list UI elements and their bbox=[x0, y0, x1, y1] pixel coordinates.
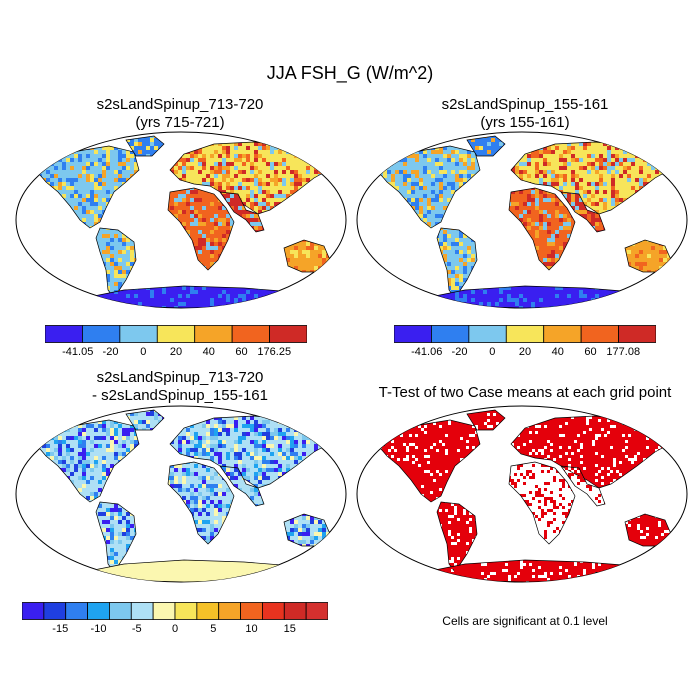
colorbar-swatch bbox=[506, 326, 543, 343]
colorbar-swatch bbox=[262, 603, 284, 620]
panel1-title: s2sLandSpinup_713-720 (yrs 715-721) bbox=[5, 96, 355, 132]
colorbar-tick-label: 15 bbox=[284, 623, 296, 635]
colorbar-tick-label: -41.05 bbox=[62, 346, 93, 358]
colorbar-tick-label: 40 bbox=[203, 346, 215, 358]
colorbar-tick-label: -20 bbox=[452, 346, 468, 358]
panel2-title: s2sLandSpinup_155-161 (yrs 155-161) bbox=[350, 96, 700, 132]
colorbar-swatch bbox=[120, 326, 157, 343]
colorbar-tick-label: -10 bbox=[91, 623, 107, 635]
panel3-title-line1: s2sLandSpinup_713-720 bbox=[5, 369, 355, 387]
colorbar-swatch bbox=[45, 326, 82, 343]
colorbar-swatch bbox=[241, 603, 263, 620]
map-ttest bbox=[355, 404, 689, 584]
colorbar-tick-label: 177.08 bbox=[606, 346, 640, 358]
colorbar-tick-label: 0 bbox=[489, 346, 495, 358]
colorbar-tick-label: 20 bbox=[170, 346, 182, 358]
colorbar-swatch bbox=[469, 326, 506, 343]
colorbar-tick-label: -15 bbox=[52, 623, 68, 635]
colorbar-tick-label: 176.25 bbox=[257, 346, 291, 358]
colorbar-swatch bbox=[394, 326, 431, 343]
colorbar-swatch bbox=[306, 603, 328, 620]
colorbar-swatch bbox=[270, 326, 307, 343]
colorbar-case1 bbox=[45, 325, 307, 343]
colorbar-swatch bbox=[232, 326, 269, 343]
panel2-title-line1: s2sLandSpinup_155-161 bbox=[350, 96, 700, 114]
colorbar-tick-label: 5 bbox=[210, 623, 216, 635]
colorbar-tick-label: 20 bbox=[519, 346, 531, 358]
colorbar-tick-label: 60 bbox=[584, 346, 596, 358]
panel4-title-line1: T-Test of two Case means at each grid po… bbox=[350, 384, 700, 402]
colorbar-swatch bbox=[197, 603, 219, 620]
colorbar-swatch bbox=[22, 603, 44, 620]
colorbar-swatch bbox=[284, 603, 306, 620]
colorbar-swatch bbox=[153, 603, 175, 620]
colorbar-swatch bbox=[431, 326, 468, 343]
panel4-title: T-Test of two Case means at each grid po… bbox=[350, 384, 700, 402]
map-difference bbox=[14, 404, 348, 584]
colorbar-swatch bbox=[544, 326, 581, 343]
panel1-title-line1: s2sLandSpinup_713-720 bbox=[5, 96, 355, 114]
colorbar-swatch bbox=[131, 603, 153, 620]
colorbar-tick-label: 10 bbox=[245, 623, 257, 635]
colorbar-swatch bbox=[66, 603, 88, 620]
colorbar-case2 bbox=[394, 325, 656, 343]
colorbar-swatch bbox=[581, 326, 618, 343]
figure-title: JJA FSH_G (W/m^2) bbox=[0, 63, 700, 84]
colorbar-swatch bbox=[109, 603, 131, 620]
colorbar-tick-label: -20 bbox=[103, 346, 119, 358]
map-case1 bbox=[14, 130, 348, 310]
colorbar-swatch bbox=[195, 326, 232, 343]
map-case2 bbox=[355, 130, 689, 310]
ttest-footnote: Cells are significant at 0.1 level bbox=[350, 614, 700, 628]
colorbar-tick-label: 40 bbox=[552, 346, 564, 358]
colorbar-tick-label: -41.06 bbox=[411, 346, 442, 358]
colorbar-tick-label: -5 bbox=[132, 623, 142, 635]
colorbar-swatch bbox=[619, 326, 656, 343]
panel3-title: s2sLandSpinup_713-720 - s2sLandSpinup_15… bbox=[5, 369, 355, 405]
colorbar-swatch bbox=[88, 603, 110, 620]
colorbar-tick-label: 0 bbox=[172, 623, 178, 635]
colorbar-difference bbox=[22, 602, 328, 620]
colorbar-swatch bbox=[175, 603, 197, 620]
colorbar-tick-label: 0 bbox=[140, 346, 146, 358]
colorbar-swatch bbox=[219, 603, 241, 620]
colorbar-swatch bbox=[44, 603, 66, 620]
panel3-title-line2: - s2sLandSpinup_155-161 bbox=[5, 387, 355, 405]
colorbar-swatch bbox=[157, 326, 194, 343]
colorbar-swatch bbox=[82, 326, 119, 343]
colorbar-tick-label: 60 bbox=[235, 346, 247, 358]
